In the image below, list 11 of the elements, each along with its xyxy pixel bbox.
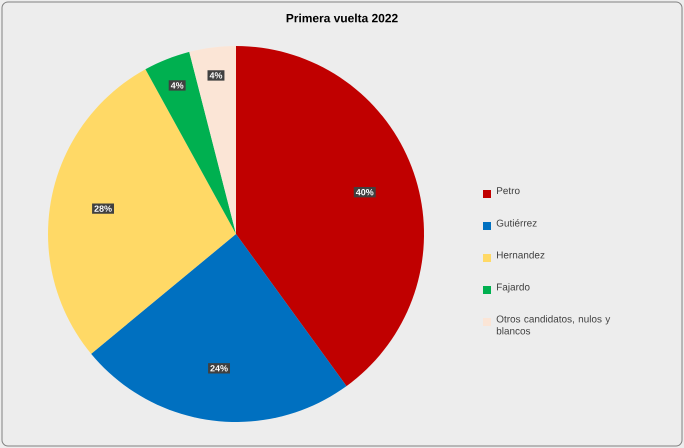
data-label: 40%	[356, 188, 374, 196]
legend-label: Fajardo	[497, 283, 530, 292]
legend-label: Gutiérrez	[496, 219, 537, 227]
legend-label: Hernandez	[497, 251, 544, 259]
data-label: 28%	[94, 205, 112, 212]
legend-label: Otros candidatos, nulos y blancos	[496, 315, 610, 334]
data-label: 4%	[170, 82, 184, 89]
data-label: 4%	[210, 72, 222, 79]
data-label: 24%	[210, 365, 228, 372]
legend-label: Petro	[497, 187, 520, 194]
chart-title: Primera vuelta 2022	[286, 14, 398, 22]
